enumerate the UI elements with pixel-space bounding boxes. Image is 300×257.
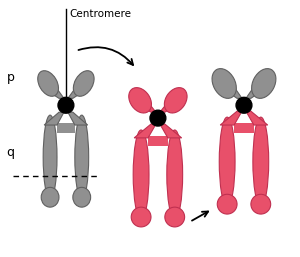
Ellipse shape — [252, 69, 276, 98]
Ellipse shape — [217, 194, 237, 214]
Polygon shape — [68, 112, 88, 125]
Ellipse shape — [41, 187, 59, 207]
Polygon shape — [134, 102, 156, 112]
Ellipse shape — [219, 117, 235, 206]
Ellipse shape — [133, 130, 149, 219]
Ellipse shape — [253, 117, 269, 206]
Circle shape — [236, 97, 252, 113]
Polygon shape — [234, 123, 254, 133]
Polygon shape — [148, 136, 168, 146]
Polygon shape — [42, 87, 64, 98]
Text: Centromere: Centromere — [69, 9, 131, 19]
Polygon shape — [44, 112, 64, 125]
Ellipse shape — [131, 207, 151, 227]
Ellipse shape — [73, 187, 91, 207]
Ellipse shape — [74, 71, 94, 96]
Ellipse shape — [251, 194, 271, 214]
Polygon shape — [246, 86, 270, 98]
Polygon shape — [57, 123, 75, 133]
Ellipse shape — [43, 115, 57, 199]
Polygon shape — [220, 111, 242, 125]
FancyArrowPatch shape — [79, 47, 133, 65]
Circle shape — [150, 110, 166, 126]
Text: p: p — [7, 71, 14, 84]
Circle shape — [58, 97, 74, 113]
Ellipse shape — [167, 130, 183, 219]
Polygon shape — [218, 86, 242, 98]
Text: q: q — [7, 146, 15, 159]
Polygon shape — [134, 124, 156, 138]
Polygon shape — [246, 111, 268, 125]
Polygon shape — [160, 124, 182, 138]
Ellipse shape — [165, 207, 184, 227]
Ellipse shape — [75, 115, 89, 199]
Polygon shape — [68, 87, 90, 98]
Ellipse shape — [129, 88, 152, 113]
Polygon shape — [160, 102, 182, 112]
Ellipse shape — [212, 69, 236, 98]
Ellipse shape — [38, 71, 58, 96]
Ellipse shape — [164, 88, 187, 113]
